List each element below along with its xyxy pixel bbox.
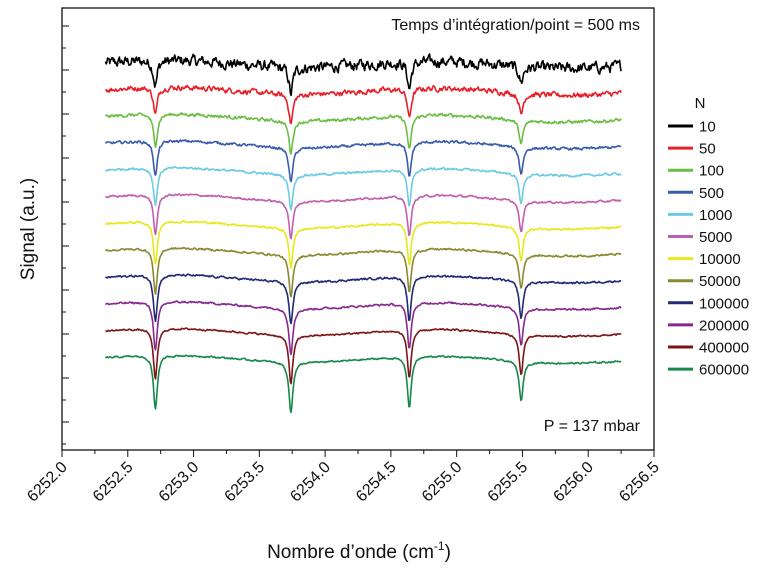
legend-label-400000: 400000 xyxy=(699,340,749,357)
legend-label-50000: 50000 xyxy=(699,273,741,290)
legend: 10 50 100 500 1000 5000 10000 50000 100000 200000… xyxy=(668,119,749,379)
series-line-50 xyxy=(105,84,622,125)
series-line-50000 xyxy=(104,246,622,298)
legend-label-200000: 200000 xyxy=(699,317,749,334)
legend-label-100000: 100000 xyxy=(699,295,749,312)
series-line-100000 xyxy=(104,273,622,325)
x-axis-label-superscript: -1 xyxy=(434,539,445,553)
x-tick-label: 6252.5 xyxy=(90,459,137,506)
series-layer xyxy=(104,53,622,414)
x-tick-label: 6252.0 xyxy=(24,459,71,506)
legend-label-1000: 1000 xyxy=(699,207,732,224)
legend-label-500: 500 xyxy=(699,185,724,202)
x-axis-label-close: ) xyxy=(445,542,451,563)
series-line-400000 xyxy=(105,327,622,385)
legend-label-50: 50 xyxy=(699,141,716,158)
x-axis-label-main: Nombre d’onde (cm xyxy=(267,542,434,563)
series-line-200000 xyxy=(105,300,622,356)
annotation-pressure: P = 137 mbar xyxy=(544,418,641,435)
x-tick-label: 6256.0 xyxy=(550,459,597,506)
series-line-10 xyxy=(104,53,622,97)
legend-label-10: 10 xyxy=(699,119,716,136)
x-tick-label: 6255.0 xyxy=(419,459,466,506)
x-tick-label: 6255.5 xyxy=(485,459,532,506)
legend-label-10000: 10000 xyxy=(699,251,741,268)
x-tick-label: 6253.5 xyxy=(222,459,269,506)
y-axis-ticks xyxy=(62,25,69,445)
legend-label-600000: 600000 xyxy=(699,362,749,379)
x-axis-label: Nombre d’onde (cm-1) xyxy=(267,539,451,563)
x-tick-label: 6253.0 xyxy=(156,459,203,506)
series-line-600000 xyxy=(104,354,622,414)
series-line-500 xyxy=(104,139,622,183)
series-line-10000 xyxy=(105,220,622,269)
series-line-100 xyxy=(105,112,622,155)
series-line-5000 xyxy=(104,193,622,240)
x-tick-label: 6256.5 xyxy=(616,459,663,506)
annotation-integration-time: Temps d’intégration/point = 500 ms xyxy=(391,17,640,34)
series-line-1000 xyxy=(104,165,622,211)
legend-label-100: 100 xyxy=(699,163,724,180)
y-axis-label: Signal (a.u.) xyxy=(18,178,39,280)
x-axis: 6252.0 6252.5 6253.0 6253.5 6254.0 6254.5 6255… xyxy=(24,450,663,505)
x-tick-label: 6254.5 xyxy=(353,459,400,506)
legend-label-5000: 5000 xyxy=(699,229,732,246)
legend-title: N xyxy=(695,95,706,112)
x-tick-label: 6254.0 xyxy=(287,459,334,506)
